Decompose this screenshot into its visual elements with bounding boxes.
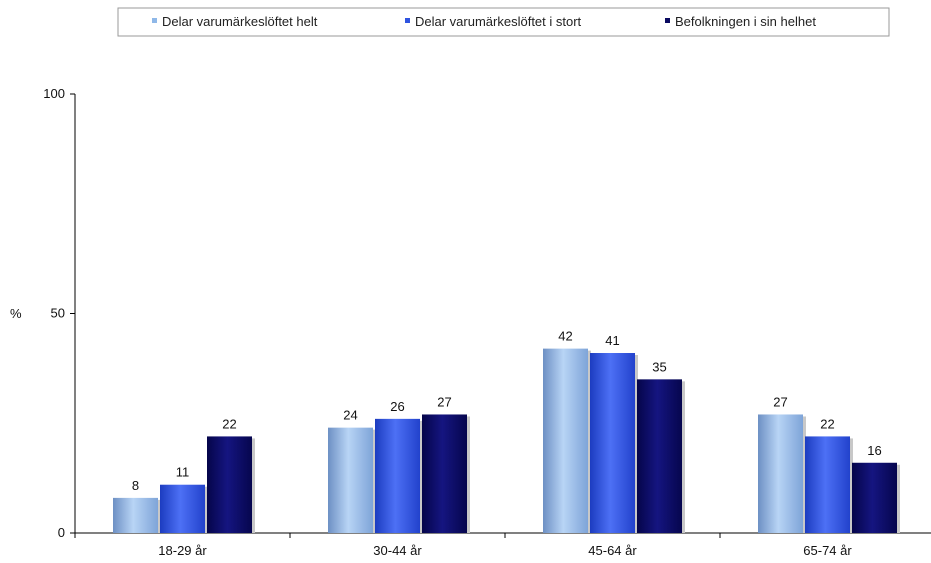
y-ticks: 0 50 100 <box>43 86 75 540</box>
bar <box>328 427 373 533</box>
data-label: 8 <box>132 478 139 493</box>
bar <box>422 414 467 533</box>
x-tick-label: 18-29 år <box>158 543 207 558</box>
bar <box>207 436 252 533</box>
legend: Delar varumärkeslöftet helt Delar varumär… <box>152 14 816 29</box>
y-axis-label: % <box>10 306 22 321</box>
bar <box>852 462 897 533</box>
bar <box>113 497 158 533</box>
legend-swatch <box>152 18 157 23</box>
data-label: 41 <box>605 333 619 348</box>
value-labels: 8 24 42 27 11 26 41 22 22 27 35 16 <box>132 329 882 493</box>
data-label: 26 <box>390 399 404 414</box>
legend-swatch <box>665 18 670 23</box>
bar <box>543 348 588 533</box>
data-label: 16 <box>867 443 881 458</box>
y-tick-label: 50 <box>51 306 65 321</box>
data-label: 22 <box>820 416 834 431</box>
data-label: 35 <box>652 359 666 374</box>
bar <box>375 418 420 533</box>
bar <box>758 414 803 533</box>
x-tick-label: 65-74 år <box>803 543 852 558</box>
data-label: 11 <box>176 465 190 480</box>
x-tick-label: 30-44 år <box>373 543 422 558</box>
bar <box>637 379 682 533</box>
y-tick-label: 0 <box>58 525 65 540</box>
legend-label: Delar varumärkeslöftet i stort <box>415 14 582 29</box>
data-label: 42 <box>558 329 572 344</box>
y-tick-label: 100 <box>43 86 65 101</box>
data-label: 27 <box>773 394 787 409</box>
x-ticks: 18-29 år 30-44 år 45-64 år 65-74 år <box>74 533 852 558</box>
x-tick-label: 45-64 år <box>588 543 637 558</box>
legend-box <box>117 7 890 37</box>
data-label: 24 <box>343 408 357 423</box>
legend-label: Delar varumärkeslöftet helt <box>162 14 318 29</box>
bar <box>590 353 635 533</box>
data-label: 27 <box>437 394 451 409</box>
bar <box>160 484 205 533</box>
bar <box>805 436 850 533</box>
legend-swatch <box>405 18 410 23</box>
data-label: 22 <box>222 416 236 431</box>
bars <box>113 348 900 533</box>
legend-label: Befolkningen i sin helhet <box>675 14 816 29</box>
